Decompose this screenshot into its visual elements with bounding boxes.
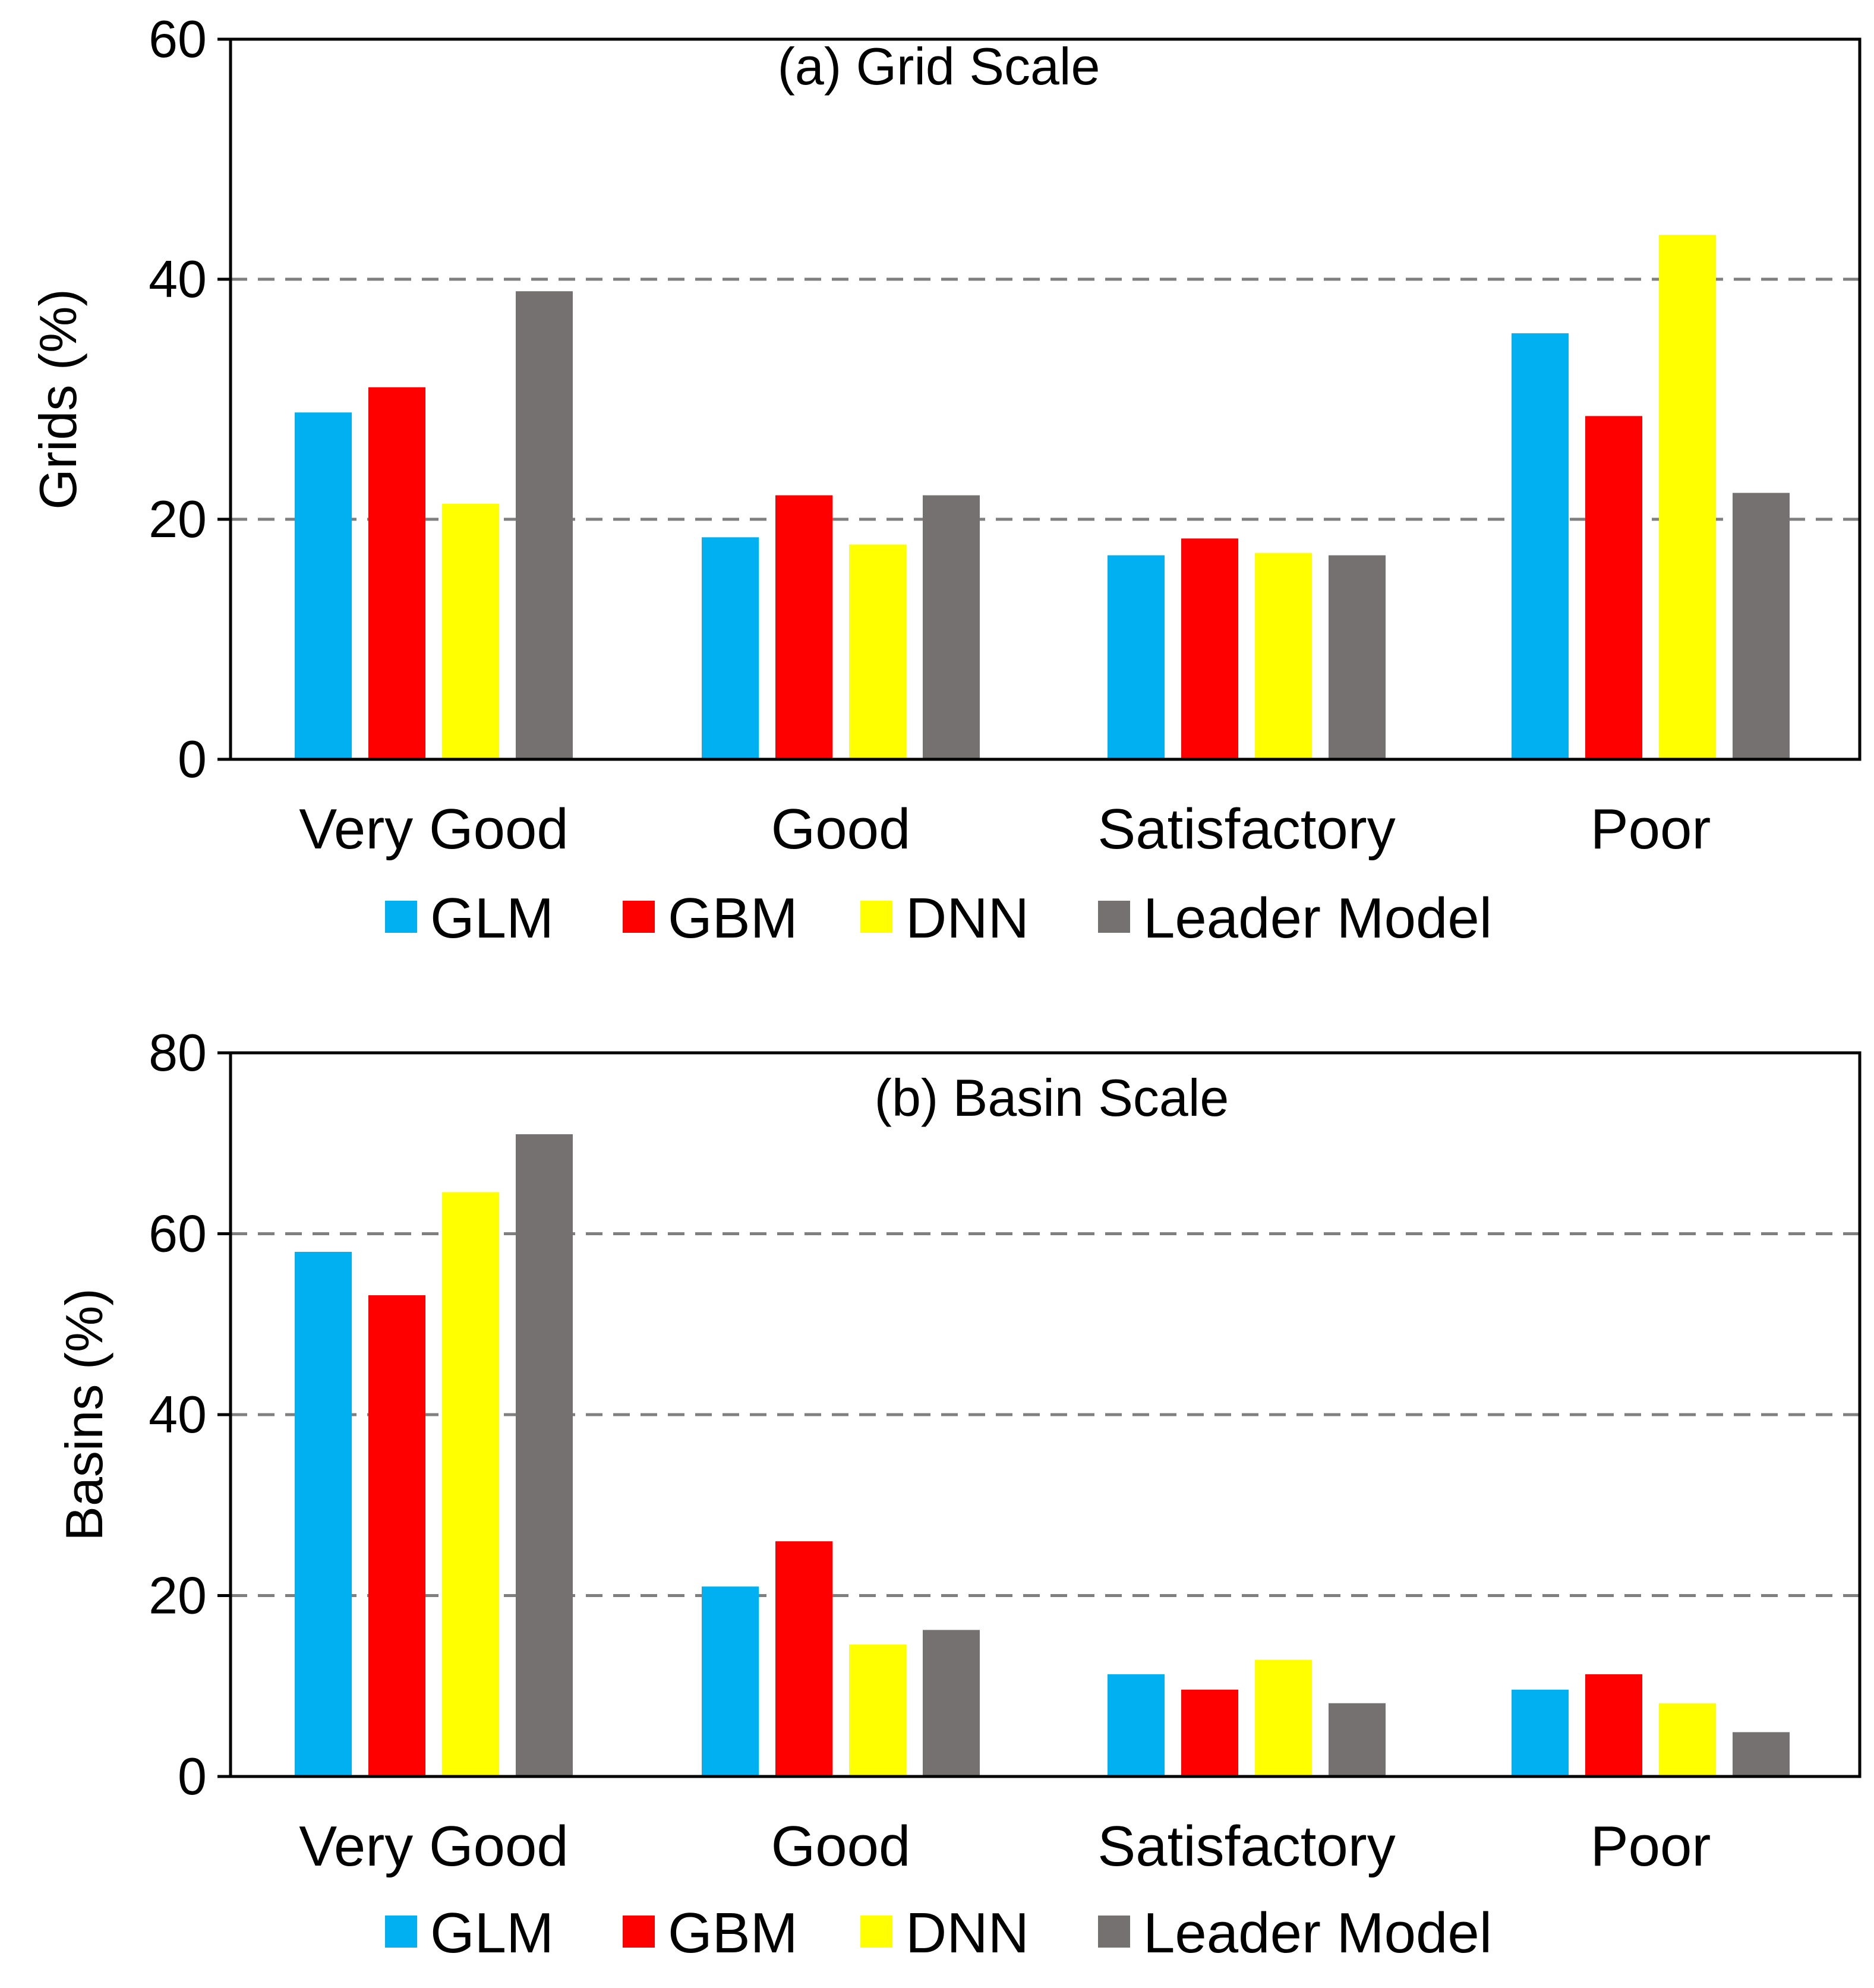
panel-b-legend-swatch-glm — [385, 1916, 417, 1948]
panel-b-legend: GLM GBM DNN Leader Model — [385, 1901, 1492, 1965]
panel-b-bar-glm-very-good — [295, 1251, 352, 1776]
panel-a-bar-glm-satisfactory — [1108, 555, 1165, 759]
panel-a: 0 20 40 60 Very Good Good Satisfactory Poor Grid… — [29, 10, 1862, 950]
panel-a-bar-dnn-very-good — [442, 503, 499, 759]
panel-b-bar-leader-model-satisfactory — [1329, 1703, 1386, 1776]
panel-b-bar-glm-good — [702, 1586, 759, 1776]
panel-a-bar-leader-model-poor — [1733, 493, 1790, 759]
panel-b-legend-label-leader-model: Leader Model — [1143, 1901, 1492, 1965]
panel-a-bar-dnn-satisfactory — [1255, 553, 1312, 759]
panel-b-legend-label-dnn: DNN — [906, 1901, 1029, 1965]
panel-a-legend-swatch-glm — [385, 901, 417, 933]
panel-b-bar-dnn-very-good — [442, 1192, 499, 1776]
panel-b-ytick-label-0: 0 — [178, 1747, 207, 1806]
panel-a-category-label-very-good: Very Good — [299, 797, 569, 861]
panel-a-legend-swatch-leader-model — [1098, 901, 1130, 933]
panel-a-ytick-label-0: 0 — [178, 730, 207, 788]
panel-a-category-label-poor: Poor — [1591, 797, 1711, 861]
panel-a-legend-label-gbm: GBM — [668, 886, 798, 950]
panel-b-bar-gbm-satisfactory — [1181, 1689, 1238, 1776]
panel-b-ytick-label-60: 60 — [149, 1204, 207, 1263]
panel-a-bar-gbm-poor — [1585, 416, 1642, 759]
panel-b-bar-leader-model-poor — [1733, 1732, 1790, 1776]
panel-a-bar-dnn-good — [849, 544, 906, 759]
panel-b-bar-dnn-satisfactory — [1255, 1659, 1312, 1776]
panel-b-legend-label-glm: GLM — [430, 1901, 554, 1965]
panel-a-bar-glm-good — [702, 537, 759, 759]
panel-a-ytick-label-40: 40 — [149, 250, 207, 308]
panel-b-ytick-label-40: 40 — [149, 1385, 207, 1444]
panel-a-bar-gbm-very-good — [368, 387, 425, 759]
panel-a-bar-gbm-satisfactory — [1181, 538, 1238, 759]
panel-a-bar-glm-poor — [1512, 333, 1569, 759]
panel-b-title: (b) Basin Scale — [875, 1068, 1229, 1127]
panel-b-y-axis-title: Basins (%) — [55, 1288, 113, 1541]
panel-b-bar-glm-satisfactory — [1108, 1674, 1165, 1776]
panel-a-bar-leader-model-good — [923, 495, 980, 759]
panel-a-title: (a) Grid Scale — [778, 37, 1100, 96]
panel-a-legend-label-dnn: DNN — [906, 886, 1029, 950]
panel-b-legend-label-gbm: GBM — [668, 1901, 798, 1965]
panel-b-bar-gbm-good — [775, 1541, 832, 1776]
panel-a-category-label-satisfactory: Satisfactory — [1097, 797, 1396, 861]
panel-b-bar-dnn-poor — [1659, 1703, 1716, 1776]
panel-b-ytick-label-20: 20 — [149, 1566, 207, 1625]
panel-b-category-label-good: Good — [771, 1815, 911, 1878]
panel-b-legend-swatch-dnn — [860, 1916, 892, 1948]
panel-b-legend-swatch-leader-model — [1098, 1916, 1130, 1948]
panel-b-category-label-very-good: Very Good — [299, 1815, 569, 1878]
panel-b: 0 20 40 60 80 Very Good Good Satisfactory Poor Ba… — [55, 1023, 1862, 1965]
panel-a-legend-label-leader-model: Leader Model — [1143, 886, 1492, 950]
panel-a-legend: GLM GBM DNN Leader Model — [385, 886, 1492, 950]
panel-a-bar-gbm-good — [775, 495, 832, 759]
panel-a-bar-leader-model-very-good — [516, 291, 573, 759]
panel-a-legend-label-glm: GLM — [430, 886, 554, 950]
panel-a-bar-leader-model-satisfactory — [1329, 555, 1386, 759]
panel-b-legend-swatch-gbm — [623, 1916, 655, 1948]
panel-b-bar-glm-poor — [1512, 1689, 1569, 1776]
panel-b-bar-dnn-good — [849, 1644, 906, 1776]
panel-b-category-label-satisfactory: Satisfactory — [1097, 1815, 1396, 1878]
panel-a-category-label-good: Good — [771, 797, 911, 861]
panel-b-ytick-label-80: 80 — [149, 1023, 207, 1082]
panel-b-bar-gbm-poor — [1585, 1674, 1642, 1776]
panel-a-legend-swatch-gbm — [623, 901, 655, 933]
panel-a-plot-frame — [229, 37, 1862, 761]
panel-a-ytick-label-20: 20 — [149, 490, 207, 548]
panel-b-category-label-poor: Poor — [1591, 1815, 1711, 1878]
panel-a-y-axis-title: Grids (%) — [29, 289, 87, 510]
panel-a-legend-swatch-dnn — [860, 901, 892, 933]
panel-b-bar-leader-model-very-good — [516, 1134, 573, 1776]
panel-a-ytick-label-60: 60 — [149, 10, 207, 68]
panel-a-bar-dnn-poor — [1659, 235, 1716, 759]
panel-b-bar-leader-model-good — [923, 1630, 980, 1776]
panel-a-bar-glm-very-good — [295, 412, 352, 759]
panel-b-bar-gbm-very-good — [368, 1295, 425, 1776]
